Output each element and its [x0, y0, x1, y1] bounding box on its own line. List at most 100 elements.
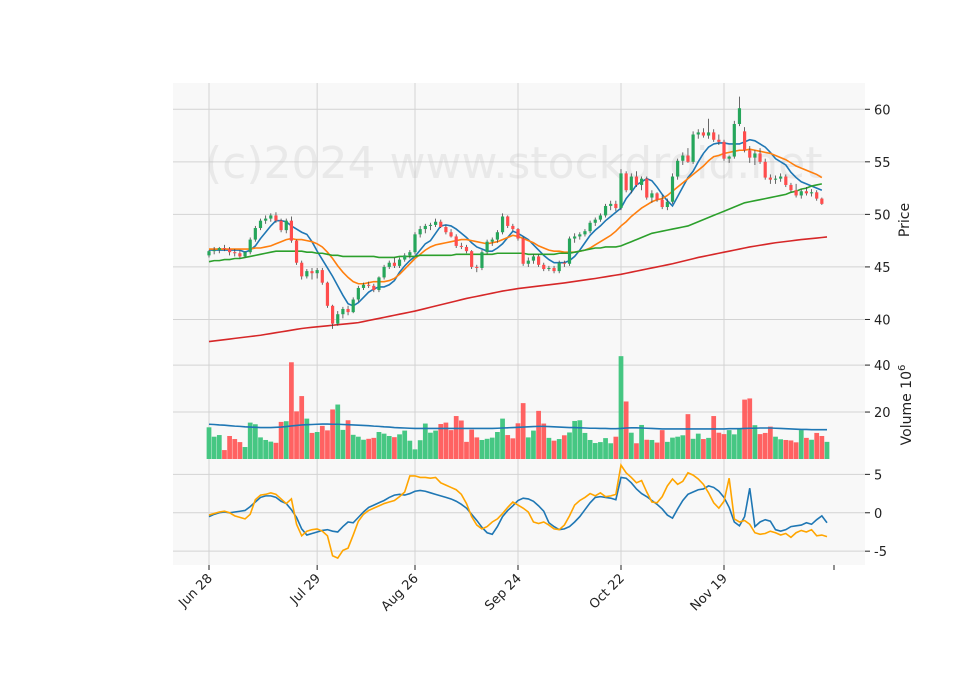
y-tick-label: 50 — [874, 208, 891, 223]
volume-bar — [659, 430, 665, 459]
y-tick-label: 40 — [874, 313, 891, 328]
volume-bar — [726, 430, 732, 459]
candle-body — [753, 153, 757, 158]
candle-body — [573, 236, 577, 239]
candle-body — [449, 232, 453, 237]
candle-body — [217, 248, 221, 251]
candle-body — [459, 245, 463, 247]
volume-bar — [675, 436, 681, 459]
volume-bar — [706, 437, 711, 459]
candle-body — [506, 216, 510, 226]
candle-body — [521, 238, 525, 264]
date-x-axis: Jun 28 Jul 29 Aug 26 Sep 24 Oct 22 Nov 19 — [176, 565, 835, 614]
candle-body — [464, 246, 469, 252]
x-tick-label: Aug 26 — [379, 571, 422, 614]
candle-body — [382, 266, 386, 278]
volume-bar — [345, 420, 351, 459]
price-panel-background — [173, 83, 865, 351]
volume-bar — [268, 441, 274, 459]
volume-bar — [412, 449, 418, 459]
volume-axis-title: Volume 106 — [897, 365, 915, 446]
candle-body — [495, 232, 499, 240]
candle-body — [248, 239, 252, 253]
candle-body — [418, 229, 422, 235]
candle-body — [737, 108, 742, 124]
candle-body — [387, 262, 391, 267]
y-tick-label: 60 — [874, 103, 891, 118]
candle-body — [336, 314, 340, 324]
candle-body — [428, 224, 433, 226]
candle-body — [763, 161, 767, 178]
candle-body — [361, 284, 366, 288]
candle-body — [701, 132, 705, 136]
volume-bar — [819, 435, 825, 459]
candle-body — [804, 191, 808, 194]
volume-bar — [546, 437, 552, 459]
moving-average-line — [209, 138, 823, 307]
volume-bar — [258, 437, 263, 459]
volume-bar — [541, 423, 547, 459]
candle-body — [372, 285, 376, 291]
volume-bar — [232, 439, 238, 459]
candle-body — [809, 192, 814, 194]
candle-body — [500, 216, 505, 233]
candle-body — [274, 215, 278, 221]
volume-bar — [428, 432, 433, 459]
candle-body — [351, 299, 355, 313]
volume-bar — [407, 440, 413, 459]
y-tick-label: -5 — [874, 545, 887, 560]
candle-body — [233, 252, 237, 254]
candle-body — [552, 267, 556, 272]
volume-bar — [314, 432, 320, 459]
candle-body — [475, 266, 479, 268]
candle-body — [325, 282, 330, 306]
candle-body — [228, 249, 232, 253]
volume-bar — [567, 432, 572, 459]
candle-body — [773, 178, 778, 180]
volume-bar — [520, 403, 526, 459]
volume-bar — [458, 420, 464, 459]
price-moving-averages — [208, 138, 828, 343]
volume-bar — [515, 423, 521, 459]
moving-average-line — [208, 236, 828, 343]
volume-bar — [304, 418, 310, 459]
volume-bar — [294, 411, 299, 459]
volume-bar — [340, 429, 346, 459]
volume-bar — [273, 442, 279, 459]
volume-bar — [603, 438, 608, 459]
volume-bar — [690, 438, 696, 459]
y-tick-label: 20 — [874, 406, 891, 421]
candle-body — [562, 262, 566, 264]
x-tick-label: Jun 28 — [176, 571, 216, 611]
volume-bar — [484, 438, 490, 459]
candle-body — [315, 270, 319, 274]
candle-body — [222, 248, 227, 250]
volume-bar — [598, 442, 603, 459]
candle-body — [444, 226, 448, 233]
volume-bar — [582, 432, 588, 459]
candle-body — [748, 150, 752, 158]
candle-body — [377, 277, 381, 291]
volume-bar — [479, 439, 485, 459]
candle-body — [516, 229, 520, 239]
volume-bar — [386, 435, 392, 459]
volume-bar — [773, 436, 778, 459]
x-tick-label: Sep 24 — [482, 571, 525, 614]
moving-average-line — [209, 148, 823, 285]
candle-body — [207, 251, 211, 256]
volume-bar — [592, 443, 598, 459]
candle-body — [310, 271, 314, 274]
volume-bar — [355, 436, 361, 459]
candle-body — [691, 134, 695, 162]
y-tick-label: 40 — [874, 359, 891, 374]
volume-bar — [330, 409, 335, 459]
candle-body — [408, 252, 412, 256]
candle-body — [511, 225, 515, 230]
candle-body — [655, 193, 659, 200]
candle-body — [485, 241, 489, 253]
candle-body — [490, 239, 494, 242]
volume-bar — [309, 432, 315, 459]
volume-bar — [804, 437, 809, 459]
moving-average-line — [208, 183, 823, 263]
